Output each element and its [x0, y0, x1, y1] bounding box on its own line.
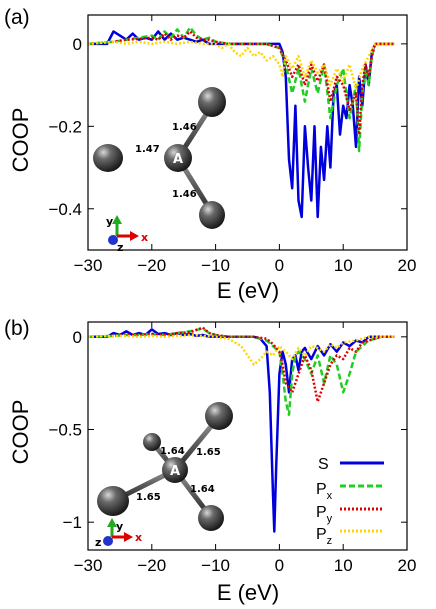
z-axis-dot [103, 536, 113, 546]
bond-length-label: 1.64 [190, 484, 215, 495]
panel-b-ylabel: COOP [8, 400, 33, 465]
legend-label-pz-sub: z [327, 535, 333, 547]
x-axis-arrowhead [124, 532, 133, 542]
legend-label-s: S [318, 456, 329, 473]
x-tick-label: 10 [334, 256, 353, 275]
bond-length-label: 1.46 [172, 122, 197, 133]
y-tick-label: −0.2 [48, 117, 82, 136]
x-tick-label: −10 [201, 556, 230, 575]
series-py-line [87, 30, 395, 136]
legend-label-px: Px [316, 481, 333, 502]
central-atom-label: A [173, 152, 183, 167]
outer-atom [97, 486, 129, 516]
central-atom-label: A [170, 464, 180, 479]
panel-b-ticks: −30 −20 −10 0 10 20 0 −0.5 −1 [48, 322, 416, 575]
molecule-b: A 1.64 1.65 1.65 1.64 y z x [95, 402, 233, 549]
outer-atom [198, 87, 226, 117]
series-pz-line [87, 40, 395, 91]
axis-indicator-a: y z x [106, 215, 148, 254]
panel-b-xlabel: E (eV) [217, 580, 279, 605]
panel-b-series [87, 326, 395, 533]
panel-b-label: (b) [4, 317, 30, 340]
panel-a-series [87, 26, 395, 219]
axis-indicator-b: y z x [95, 518, 142, 549]
y-axis-arrowhead [107, 518, 117, 527]
outer-atom [199, 201, 225, 229]
series-s-line [88, 30, 395, 219]
legend-label-px-base: P [316, 481, 327, 498]
legend-label-py-base: P [316, 504, 327, 521]
x-axis-letter: x [141, 231, 148, 244]
legend-label-pz-base: P [316, 526, 327, 543]
outer-atom [143, 433, 161, 451]
y-axis-letter: y [106, 215, 113, 228]
x-tick-label: −10 [201, 256, 230, 275]
panel-a-ticks: −30 −20 −10 0 10 20 0 −0.2 −0.4 [48, 15, 416, 275]
x-axis-arrowhead [130, 231, 139, 241]
outer-atom [205, 402, 233, 430]
legend-b: S Px Py Pz [316, 456, 384, 547]
series-px-line [87, 327, 395, 416]
bond-length-label: 1.65 [136, 492, 161, 503]
x-tick-label: 20 [398, 556, 417, 575]
y-tick-label: −1 [63, 513, 82, 532]
bond-length-label: 1.47 [135, 144, 160, 155]
y-axis-letter: y [116, 520, 123, 533]
z-axis-dot [108, 235, 118, 245]
series-py-line [87, 326, 395, 403]
molecule-a: A 1.46 1.47 1.46 y z x [93, 87, 226, 254]
x-tick-label: 20 [398, 256, 417, 275]
panel-a-xlabel: E (eV) [217, 278, 279, 303]
legend-label-py-sub: y [327, 513, 333, 525]
legend-label-px-sub: x [327, 490, 333, 502]
y-tick-label: 0 [73, 35, 82, 54]
panel-a: (a) COOP E (eV) −30 −20 −10 0 10 200−0.2−0.4 … [4, 6, 416, 303]
panel-b-frame [87, 321, 408, 551]
x-tick-label: −20 [137, 256, 166, 275]
legend-label-py: Py [316, 504, 333, 525]
panel-a-label: (a) [4, 6, 30, 29]
y-tick-label: −0.4 [48, 200, 82, 219]
panel-a-frame [87, 14, 408, 251]
x-tick-label: −20 [137, 556, 166, 575]
series-s-line [88, 328, 395, 533]
panel-b: (b) COOP E (eV) −30 −20 −10 0 10 20 0 −0.5 −1 A … [4, 317, 416, 605]
legend-label-pz: Pz [316, 526, 332, 547]
y-axis-arrowhead [112, 215, 122, 224]
central-atom [162, 457, 188, 483]
x-axis-letter: x [135, 531, 142, 544]
z-axis-letter: z [95, 536, 101, 549]
x-tick-label: 0 [275, 256, 284, 275]
x-tick-label: −30 [74, 256, 103, 275]
outer-atom [198, 505, 224, 531]
y-tick-label: −0.5 [48, 421, 82, 440]
bond-length-label: 1.64 [160, 446, 185, 457]
bond-length-label: 1.65 [196, 447, 221, 458]
outer-atom [93, 144, 123, 172]
z-axis-letter: z [117, 241, 123, 254]
x-tick-label: −30 [74, 556, 103, 575]
panel-a-ylabel: COOP [8, 108, 33, 173]
x-tick-label: 10 [334, 556, 353, 575]
series-pz-line [87, 333, 395, 366]
bond-length-label: 1.46 [172, 189, 197, 200]
x-tick-label: 0 [275, 556, 284, 575]
central-atom [164, 144, 192, 172]
y-tick-label: 0 [73, 328, 82, 347]
